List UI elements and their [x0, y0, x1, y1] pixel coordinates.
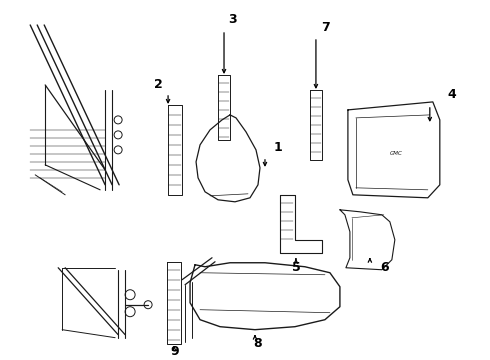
Text: 1: 1: [273, 141, 282, 154]
Text: 7: 7: [321, 22, 330, 35]
Text: 2: 2: [154, 78, 163, 91]
Text: 6: 6: [381, 261, 389, 274]
Text: 8: 8: [254, 337, 262, 350]
Text: 9: 9: [171, 345, 179, 358]
Text: GMC: GMC: [390, 151, 402, 156]
Text: 4: 4: [447, 89, 456, 102]
Text: 5: 5: [292, 261, 300, 274]
Text: 3: 3: [228, 13, 236, 27]
